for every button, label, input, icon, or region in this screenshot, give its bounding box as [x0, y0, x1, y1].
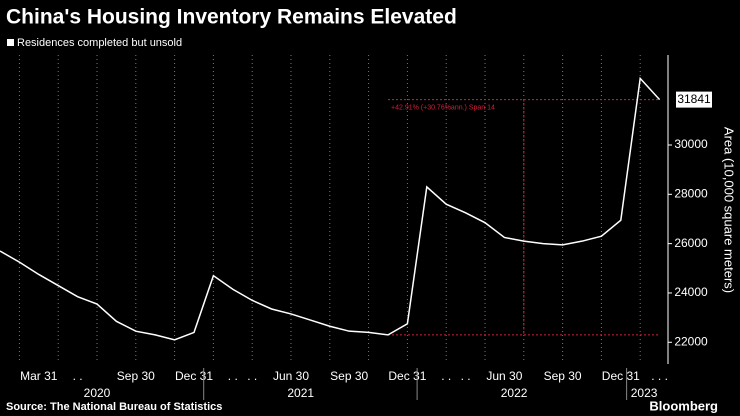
legend-swatch — [7, 39, 14, 46]
x-tick-label: Dec 31 — [175, 369, 213, 383]
x-tick-label: . . . — [651, 369, 668, 383]
y-axis-label: Area (10,000 square meters) — [722, 127, 737, 293]
x-tick-label: . . — [441, 369, 451, 383]
y-tick-label: 28000 — [674, 186, 708, 200]
chart-title: China's Housing Inventory Remains Elevat… — [6, 6, 457, 29]
x-tick-label: Dec 31 — [388, 369, 426, 383]
x-group-label: 2020 — [84, 386, 111, 400]
x-tick-label: . . — [228, 369, 238, 383]
legend-label: Residences completed but unsold — [17, 37, 182, 49]
y-tick-label: 30000 — [674, 137, 708, 151]
x-tick-label: Mar 31 — [20, 369, 58, 383]
brand: Bloomberg — [649, 398, 718, 413]
x-tick-label: . . — [461, 369, 471, 383]
y-tick-label: 22000 — [674, 334, 708, 348]
x-group-label: 2021 — [287, 386, 314, 400]
x-tick-label: Jun 30 — [486, 369, 522, 383]
line — [0, 76, 661, 341]
x-tick-label: Dec 31 — [602, 369, 640, 383]
y-tick-label: 26000 — [674, 236, 708, 250]
value-label: 31841 — [677, 92, 711, 106]
y-tick-label: 24000 — [674, 285, 708, 299]
x-group-label: 2023 — [631, 386, 658, 400]
annotation-text: +42.91% (+30.76%ann.) Span 14 — [391, 104, 495, 111]
source: Source: The National Bureau of Statistic… — [6, 401, 222, 413]
x-tick-label: Jun 30 — [273, 369, 309, 383]
x-tick-label: Sep 30 — [544, 369, 582, 383]
value-label-box — [676, 91, 712, 108]
x-tick-label: . . — [247, 369, 257, 383]
x-group-label: 2022 — [501, 386, 528, 400]
x-tick-label: . . — [73, 369, 83, 383]
x-tick-label: Sep 30 — [330, 369, 368, 383]
x-tick-label: Sep 30 — [117, 369, 155, 383]
